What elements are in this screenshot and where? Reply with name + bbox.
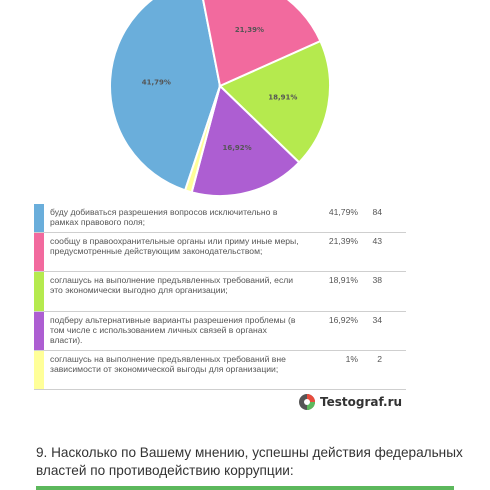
brand-name: Testograf.ru xyxy=(320,395,403,409)
legend-percent: 41,79% xyxy=(306,204,358,233)
pie-slice-label-1: 41,79% xyxy=(142,78,171,86)
pie-slice-5 xyxy=(183,85,221,194)
legend-swatch xyxy=(34,204,44,232)
legend-label: подберу альтернативные варианты разрешен… xyxy=(44,311,306,351)
legend-percent: 1% xyxy=(306,350,358,390)
legend-swatch xyxy=(34,312,44,350)
pie-slice-labels: 41,79% 21,39% 18,91% 16,92% xyxy=(142,26,298,152)
legend-swatch xyxy=(34,233,44,271)
pie-slice-label-3: 18,91% xyxy=(268,94,297,102)
legend-count: 84 xyxy=(358,204,406,233)
pie-slices xyxy=(109,0,331,197)
legend-count: 34 xyxy=(358,311,406,351)
legend-row: соглашусь на выполнение предъявленных тр… xyxy=(34,350,406,390)
legend-count: 38 xyxy=(358,271,406,312)
pie-slice-label-4: 16,92% xyxy=(223,144,252,152)
legend-count: 43 xyxy=(358,232,406,272)
question-title: 9. Насколько по Вашему мнению, успешны д… xyxy=(36,445,463,478)
legend-label: буду добиваться разрешения вопросов искл… xyxy=(44,204,306,233)
legend-count: 2 xyxy=(358,350,406,390)
legend-label: соглашусь на выполнение предъявленных тр… xyxy=(44,271,306,312)
legend-row: буду добиваться разрешения вопросов искл… xyxy=(34,204,406,233)
testograf-brand[interactable]: Testograf.ru xyxy=(298,393,402,411)
legend-percent: 18,91% xyxy=(306,271,358,312)
pie-slice-3 xyxy=(218,39,331,164)
legend-label: соглашусь на выполнение предъявленных тр… xyxy=(44,350,306,390)
legend-swatch xyxy=(34,272,44,311)
legend-label: сообщу в правоохранительные органы или п… xyxy=(44,232,306,272)
pie-slice-2 xyxy=(202,0,322,88)
question-underline-bar xyxy=(36,486,454,490)
testograf-logo-icon xyxy=(299,394,315,410)
pie-slice-label-2: 21,39% xyxy=(235,26,264,34)
pie-chart: 41,79% 21,39% 18,91% 16,92% xyxy=(109,0,331,197)
legend-percent: 16,92% xyxy=(306,311,358,351)
legend-row: подберу альтернативные варианты разрешен… xyxy=(34,311,406,351)
legend-table: буду добиваться разрешения вопросов искл… xyxy=(34,204,406,390)
legend-swatch xyxy=(34,351,44,389)
pie-slice-1 xyxy=(109,0,222,192)
legend-row: соглашусь на выполнение предъявленных тр… xyxy=(34,271,406,312)
legend-percent: 21,39% xyxy=(306,232,358,272)
pie-slice-4 xyxy=(190,84,301,197)
legend-row: сообщу в правоохранительные органы или п… xyxy=(34,232,406,272)
